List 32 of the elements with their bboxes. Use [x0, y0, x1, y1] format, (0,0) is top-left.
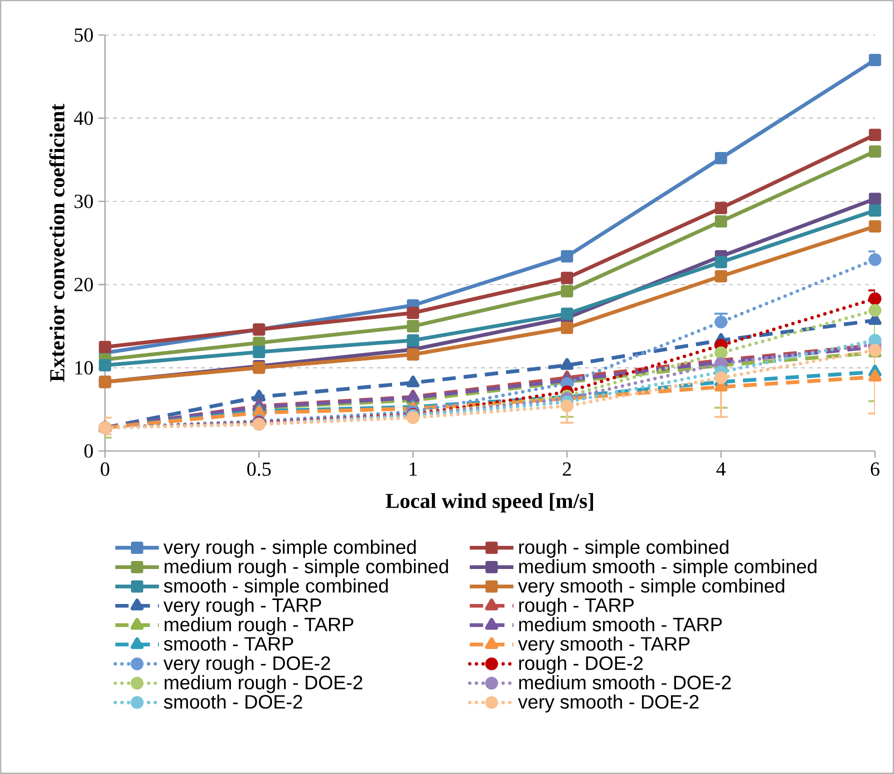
legend-label: rough - TARP	[519, 598, 634, 616]
y-tick-label: 20	[74, 278, 93, 292]
legend-label: smooth - DOE-2	[164, 694, 302, 709]
legend-label: medium rough - simple combined	[164, 559, 448, 578]
legend-label: rough - DOE-2	[519, 656, 643, 674]
y-tick-label: 50	[74, 28, 93, 42]
legend-label: medium rough - DOE-2	[164, 675, 362, 694]
legend-label: medium smooth - simple combined	[519, 559, 816, 578]
legend-label: very rough - DOE-2	[163, 656, 330, 674]
y-axis-title: Exterior convection coefficient	[49, 104, 64, 382]
y-tick-label: 40	[74, 111, 93, 125]
x-tick-label: 1	[410, 462, 417, 476]
legend-label: very smooth - simple combined	[518, 578, 784, 596]
x-axis-title: Local wind speed [m/s]	[386, 493, 594, 512]
y-tick-label: 0	[84, 444, 93, 458]
legend-label: very rough - simple combined	[163, 540, 416, 558]
legend-label: very smooth - DOE-2	[518, 694, 699, 713]
legend-label: medium rough - TARP	[164, 617, 354, 636]
legend-label: very smooth - TARP	[518, 636, 690, 655]
legend-label: medium smooth - TARP	[519, 617, 722, 632]
y-tick-label: 30	[74, 194, 93, 208]
x-tick-label: 6	[870, 462, 880, 476]
legend-label: smooth - TARP	[164, 636, 294, 651]
legend-label: very rough - TARP	[163, 598, 322, 616]
legend-label: smooth - simple combined	[164, 578, 388, 596]
x-tick-label: 2	[562, 462, 571, 476]
x-tick-label: 0	[100, 462, 110, 476]
y-tick-label: 10	[75, 361, 93, 375]
legend-label: medium smooth - DOE-2	[519, 675, 731, 690]
x-tick-label: 4	[716, 462, 726, 476]
legend-label: rough - simple combined	[519, 540, 728, 558]
x-tick-label: 0.5	[247, 462, 271, 476]
